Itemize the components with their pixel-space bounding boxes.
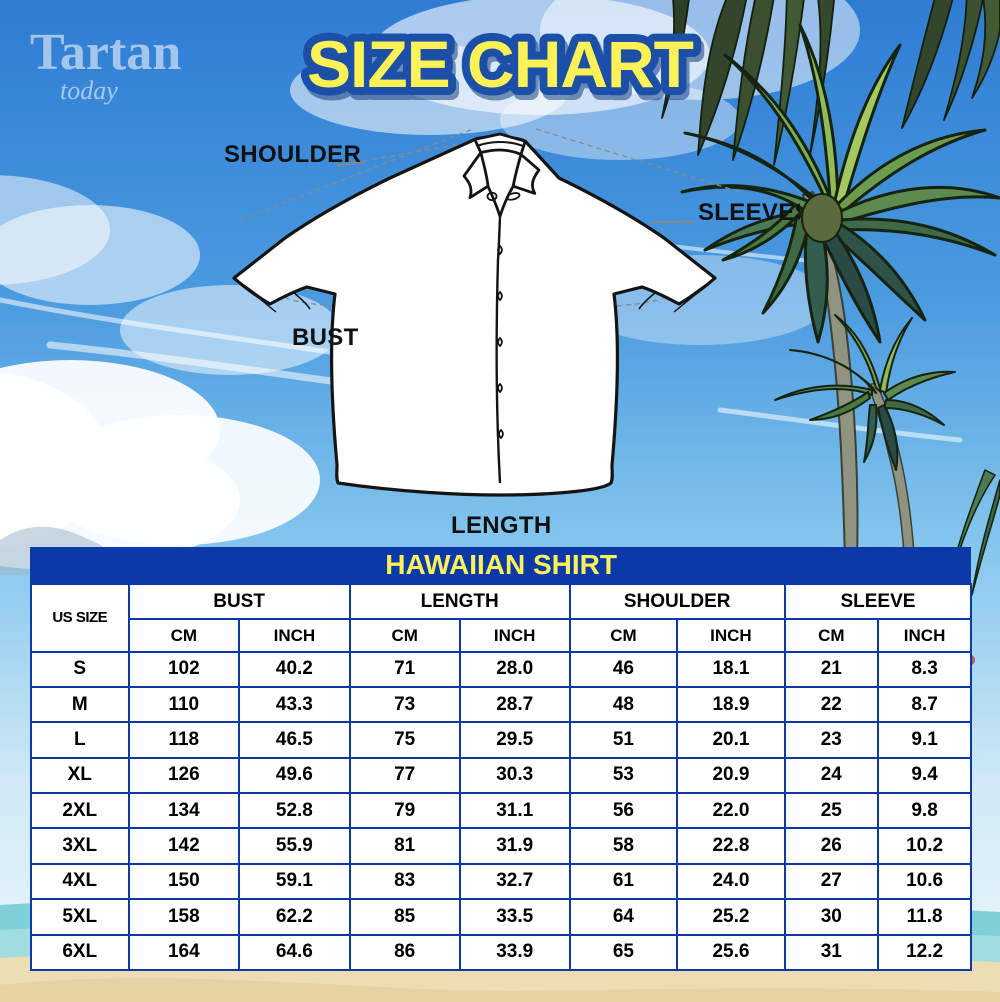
svg-text:BUST: BUST [292, 324, 359, 351]
svg-text:SIZE CHART: SIZE CHART [307, 27, 694, 101]
svg-text:SHOULDER: SHOULDER [224, 141, 361, 168]
svg-text:LENGTH: LENGTH [451, 512, 551, 539]
svg-text:SLEEVES: SLEEVES [698, 199, 800, 226]
